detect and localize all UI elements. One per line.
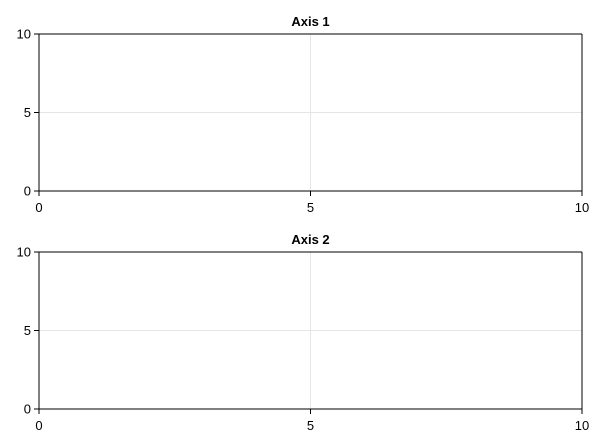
x-tick-label: 0 xyxy=(35,418,42,433)
y-tick-label: 10 xyxy=(17,245,31,260)
plot-area-1: 0 5 10 0 5 10 xyxy=(17,27,590,216)
y-tick-label: 0 xyxy=(24,402,31,417)
y-tick-label: 5 xyxy=(24,105,31,120)
plot-area-2: 0 5 10 0 5 10 xyxy=(17,245,590,434)
chart-title: Axis 1 xyxy=(291,14,330,29)
chart-title: Axis 2 xyxy=(291,232,330,247)
y-tick-label: 10 xyxy=(17,27,31,42)
axis-panel-1: Axis 1 0 5 10 0 5 10 xyxy=(0,0,596,218)
y-tick-label: 0 xyxy=(24,184,31,199)
x-tick-label: 10 xyxy=(575,200,589,215)
x-tick-label: 0 xyxy=(35,200,42,215)
x-tick-label: 10 xyxy=(575,418,589,433)
x-tick-label: 5 xyxy=(307,200,314,215)
axis-panel-2: Axis 2 0 5 10 0 5 10 xyxy=(0,218,596,436)
y-tick-label: 5 xyxy=(24,323,31,338)
x-tick-label: 5 xyxy=(307,418,314,433)
